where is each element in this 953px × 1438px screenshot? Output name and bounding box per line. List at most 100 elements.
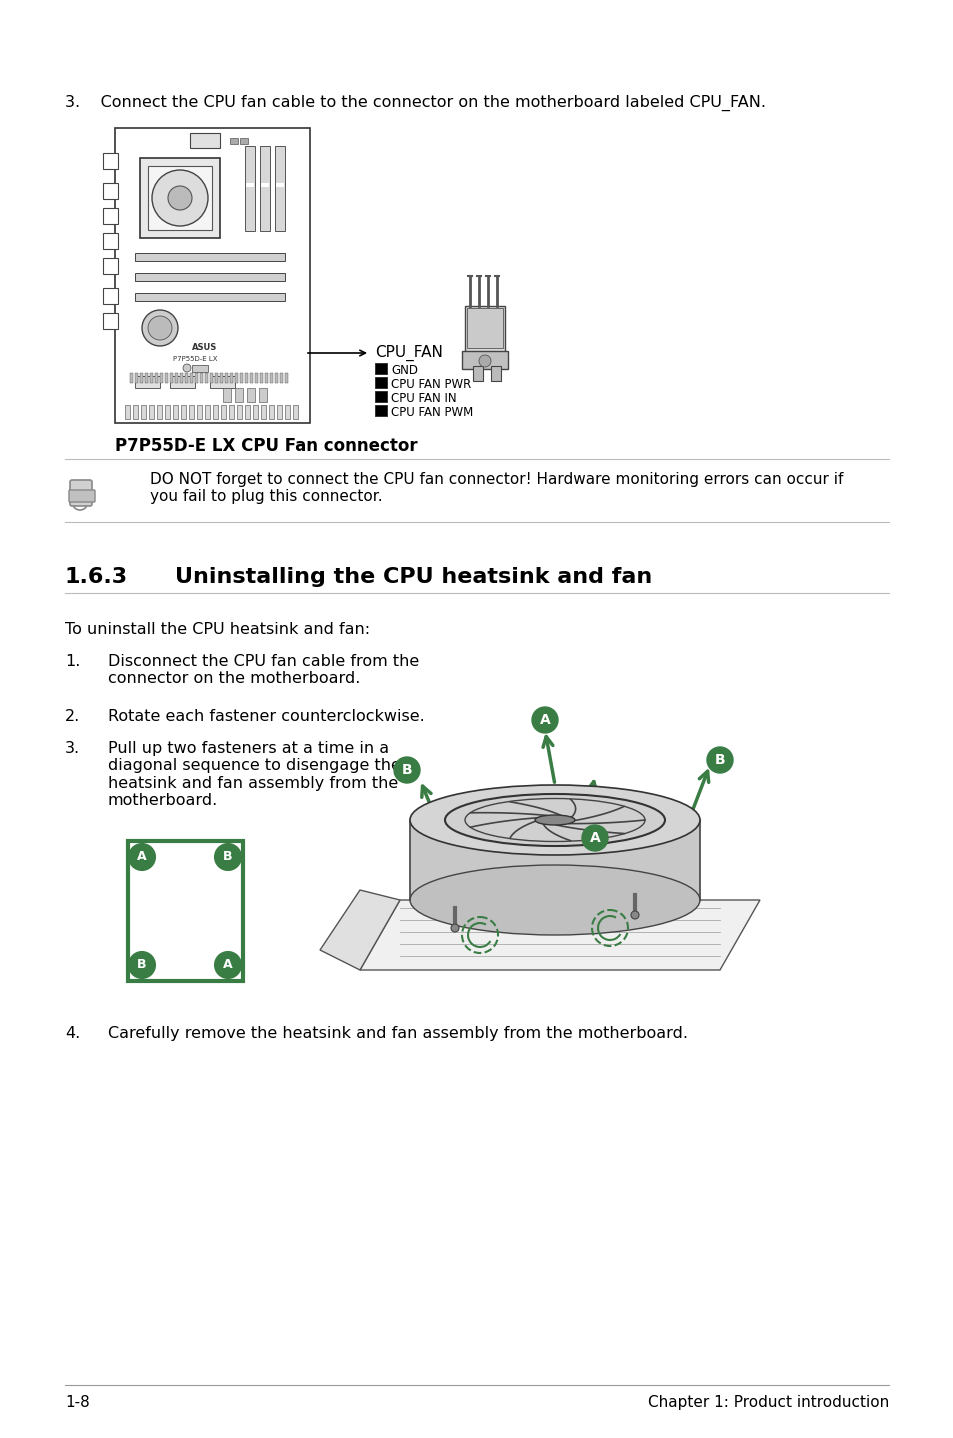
Bar: [135, 372, 138, 383]
Text: ASUS: ASUS: [193, 344, 217, 352]
Bar: [103, 288, 118, 303]
Bar: [196, 406, 202, 418]
Circle shape: [581, 825, 607, 851]
Text: CPU FAN PWM: CPU FAN PWM: [391, 406, 473, 418]
Ellipse shape: [410, 785, 700, 856]
Bar: [149, 406, 153, 418]
Ellipse shape: [410, 866, 700, 935]
Bar: [170, 375, 194, 388]
Bar: [260, 147, 270, 232]
Bar: [230, 372, 233, 383]
Bar: [140, 158, 220, 239]
Circle shape: [630, 912, 639, 919]
Bar: [234, 372, 237, 383]
Text: Carefully remove the heatsink and fan assembly from the motherboard.: Carefully remove the heatsink and fan as…: [108, 1025, 687, 1041]
Bar: [214, 372, 218, 383]
Bar: [160, 372, 163, 383]
Circle shape: [129, 952, 154, 978]
Bar: [375, 391, 387, 403]
Bar: [375, 377, 387, 388]
Bar: [148, 165, 212, 230]
Text: CPU FAN IN: CPU FAN IN: [391, 393, 456, 406]
Text: 3.    Connect the CPU fan cable to the connector on the motherboard labeled CPU_: 3. Connect the CPU fan cable to the conn…: [65, 95, 765, 111]
Bar: [274, 147, 285, 232]
Circle shape: [183, 364, 191, 372]
Bar: [276, 406, 282, 418]
Text: P7P55D-E LX: P7P55D-E LX: [172, 357, 217, 362]
Bar: [230, 138, 237, 144]
Bar: [181, 406, 186, 418]
Bar: [246, 183, 253, 187]
Bar: [205, 372, 208, 383]
Bar: [150, 372, 152, 383]
Bar: [220, 372, 223, 383]
Bar: [245, 372, 248, 383]
Circle shape: [142, 311, 178, 347]
Polygon shape: [359, 900, 760, 971]
Text: A: A: [137, 850, 147, 863]
Bar: [293, 406, 297, 418]
Bar: [280, 372, 283, 383]
Bar: [275, 183, 284, 187]
Bar: [145, 372, 148, 383]
Bar: [103, 183, 118, 198]
Bar: [135, 375, 160, 388]
Bar: [135, 273, 285, 280]
Bar: [154, 372, 158, 383]
Bar: [221, 406, 226, 418]
Text: Uninstalling the CPU heatsink and fan: Uninstalling the CPU heatsink and fan: [174, 567, 652, 587]
Text: To uninstall the CPU heatsink and fan:: To uninstall the CPU heatsink and fan:: [65, 623, 370, 637]
Bar: [223, 388, 231, 403]
Bar: [194, 372, 198, 383]
Bar: [190, 132, 220, 148]
Circle shape: [148, 316, 172, 339]
Text: P7P55D-E LX CPU Fan connector: P7P55D-E LX CPU Fan connector: [115, 437, 417, 454]
Bar: [189, 406, 193, 418]
Text: Chapter 1: Product introduction: Chapter 1: Product introduction: [647, 1395, 888, 1411]
Bar: [229, 406, 233, 418]
Bar: [375, 362, 387, 374]
Bar: [375, 406, 387, 416]
Circle shape: [532, 707, 558, 733]
Bar: [135, 253, 285, 262]
Bar: [200, 372, 203, 383]
Bar: [170, 372, 172, 383]
Bar: [103, 233, 118, 249]
Circle shape: [152, 170, 208, 226]
Bar: [103, 257, 118, 275]
Polygon shape: [319, 890, 399, 971]
Bar: [285, 372, 288, 383]
Text: A: A: [223, 959, 233, 972]
FancyBboxPatch shape: [69, 490, 95, 502]
Bar: [185, 372, 188, 383]
Bar: [157, 406, 162, 418]
Bar: [274, 372, 277, 383]
Bar: [285, 406, 290, 418]
Bar: [210, 375, 234, 388]
Circle shape: [394, 756, 419, 784]
Bar: [225, 372, 228, 383]
Text: B: B: [137, 959, 147, 972]
Ellipse shape: [444, 794, 664, 846]
Text: B: B: [714, 754, 724, 766]
Bar: [464, 306, 504, 357]
Bar: [180, 372, 183, 383]
Text: 3.: 3.: [65, 741, 80, 756]
Text: CPU FAN PWR: CPU FAN PWR: [391, 378, 471, 391]
Bar: [236, 406, 242, 418]
Text: CPU_FAN: CPU_FAN: [375, 345, 442, 361]
Text: A: A: [539, 713, 550, 728]
Text: B: B: [223, 850, 233, 863]
Text: 1.: 1.: [65, 654, 80, 669]
Text: Disconnect the CPU fan cable from the
connector on the motherboard.: Disconnect the CPU fan cable from the co…: [108, 654, 418, 686]
Bar: [491, 367, 500, 381]
FancyBboxPatch shape: [70, 480, 91, 506]
Bar: [261, 406, 266, 418]
Bar: [240, 138, 248, 144]
Bar: [103, 209, 118, 224]
Bar: [213, 406, 218, 418]
Text: DO NOT forget to connect the CPU fan connector! Hardware monitoring errors can o: DO NOT forget to connect the CPU fan con…: [150, 472, 842, 505]
Circle shape: [214, 952, 241, 978]
Bar: [190, 372, 193, 383]
Bar: [141, 406, 146, 418]
